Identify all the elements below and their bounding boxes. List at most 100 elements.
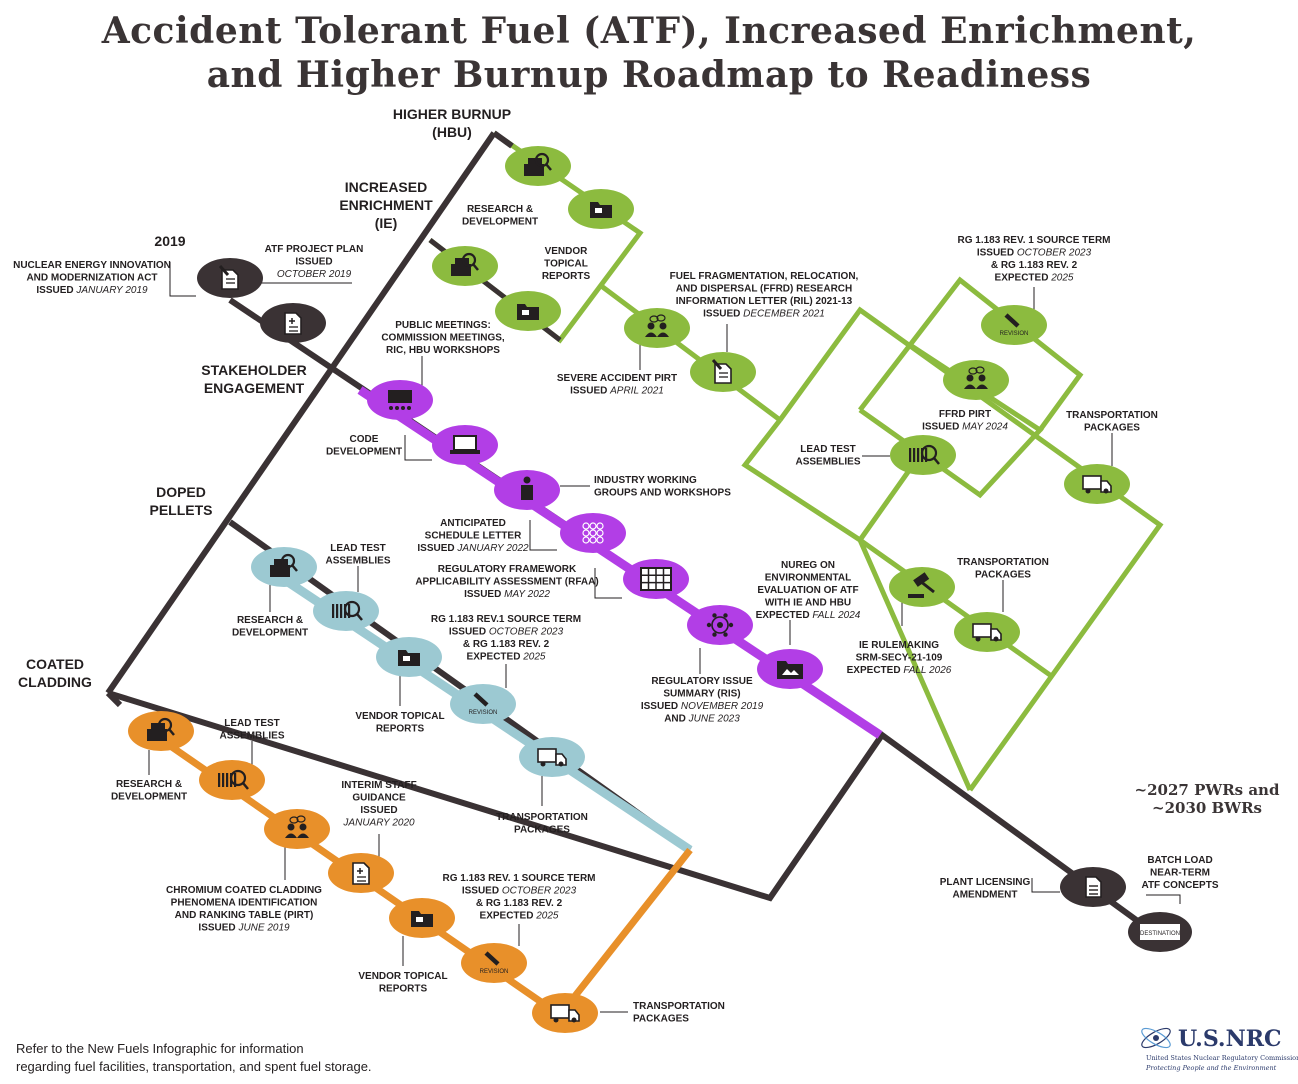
people-icon <box>645 314 669 337</box>
label-ffrd-ril: FUEL FRAGMENTATION, RELOCATION, AND DISPE… <box>670 271 859 320</box>
svg-text:REVISION: REVISION <box>480 969 509 975</box>
title-line-2: and Higher Burnup Roadmap to Readiness <box>206 54 1092 96</box>
label-dp-transport: TRANSPORTATION PACKAGES <box>496 812 588 836</box>
label-hbu-rd: RESEARCH & DEVELOPMENT <box>462 204 538 228</box>
leader-rfaa <box>594 568 622 599</box>
node-cc-vendor <box>389 898 455 938</box>
bars-magnifier-icon <box>218 769 249 790</box>
node-cc-rd <box>128 711 194 751</box>
leader-code-dev <box>404 435 432 461</box>
atom-icon <box>1141 1027 1171 1049</box>
label-green-lta: LEAD TEST ASSEMBLIES <box>795 444 860 468</box>
green-lower-left <box>741 418 973 792</box>
node-cc-isg <box>328 853 394 893</box>
label-cc-transport: TRANSPORTATION PACKAGES <box>633 1001 725 1025</box>
footnote: Refer to the New Fuels Infographic for i… <box>16 1040 372 1076</box>
nrc-logo-tagline: Protecting People and the Environment <box>1146 1064 1277 1072</box>
label-dp-rd: RESEARCH & DEVELOPMENT <box>232 615 308 639</box>
node-hbu-folder <box>568 189 634 229</box>
node-cc-transport <box>532 993 598 1033</box>
svg-text:REVISION: REVISION <box>469 710 498 716</box>
magnifier-icon <box>524 152 552 176</box>
node-nureg <box>757 649 823 689</box>
nrc-logo-subtitle: United States Nuclear Regulatory Commiss… <box>1146 1054 1298 1062</box>
label-cc-vendor: VENDOR TOPICAL REPORTS <box>358 971 447 995</box>
green-ie-line <box>598 283 782 422</box>
label-cc-rd: RESEARCH & DEVELOPMENT <box>111 779 187 803</box>
node-dp-lta <box>313 591 379 631</box>
node-green-transport-bottom <box>954 612 1020 652</box>
label-green-transport-top: TRANSPORTATION PACKAGES <box>1066 410 1158 434</box>
track-label-hbu: HIGHER BURNUP (HBU) <box>393 106 511 140</box>
node-cc-lta <box>199 760 265 800</box>
label-dp-lta: LEAD TEST ASSEMBLIES <box>325 543 390 567</box>
label-ne-act: NUCLEAR ENERGY INNOVATION AND MODERNIZATI… <box>13 260 171 296</box>
people-icon <box>964 366 988 389</box>
podium-icon <box>521 476 533 500</box>
leader-plant-licensing <box>1031 878 1060 893</box>
dark-outer-line <box>107 690 1152 933</box>
bars-magnifier-icon <box>909 444 940 465</box>
label-nureg: NUREG ON ENVIRONMENTAL EVALUATION OF ATF WI… <box>756 560 861 621</box>
folder-icon <box>398 650 420 666</box>
folder-icon <box>411 911 433 927</box>
label-plant-licensing: PLANT LICENSING AMENDMENT <box>940 877 1031 901</box>
node-ie-vendor <box>495 291 561 331</box>
destination-icon: DESTINATION <box>1140 924 1180 940</box>
truck-icon <box>1082 475 1112 494</box>
bars-magnifier-icon <box>332 600 363 621</box>
node-ie-rulemaking <box>889 567 955 607</box>
track-label-coated: COATED CLADDING <box>18 656 92 690</box>
folder-img-icon <box>777 661 803 679</box>
gavel-icon <box>908 572 935 598</box>
label-ie-rulemaking: IE RULEMAKING SRM-SECY-21-109 EXPECTED FAL… <box>847 640 952 676</box>
dark-hbu-stub <box>492 130 514 149</box>
node-public-meetings <box>367 380 433 420</box>
leader-ne-act <box>169 262 196 297</box>
track-label-goal: ~2027 PWRs and ~2030 BWRs <box>1135 781 1280 817</box>
node-industry-groups <box>494 470 560 510</box>
node-code-dev <box>432 425 498 465</box>
node-cc-pirt <box>264 809 330 849</box>
pen-revision-icon: REVISION <box>480 951 509 975</box>
label-rg-green: RG 1.183 REV. 1 SOURCE TERM ISSUED OCTOBE… <box>957 235 1110 284</box>
title-line-1: Accident Tolerant Fuel (ATF), Increased … <box>101 10 1197 52</box>
crowd-icon <box>582 522 604 544</box>
node-dp-transport <box>519 737 585 777</box>
magnifier-icon <box>147 717 175 741</box>
node-schedule-letter <box>560 513 626 553</box>
folder-icon <box>517 304 539 320</box>
presentation-icon <box>388 390 412 410</box>
node-severe-pirt <box>624 308 690 348</box>
label-severe-pirt: SEVERE ACCIDENT PIRT ISSUED APRIL 2021 <box>557 373 677 397</box>
track-label-stakeholder: STAKEHOLDER ENGAGEMENT <box>201 362 307 396</box>
node-dp-vendor <box>376 637 442 677</box>
network-icon <box>706 613 734 637</box>
dark-coated-stub <box>105 690 123 708</box>
node-cc-revision: REVISION <box>461 943 527 983</box>
node-green-lta <box>890 435 956 475</box>
node-ie-rd <box>432 246 498 286</box>
node-dp-rd <box>251 547 317 587</box>
doc-plus-icon <box>284 312 302 335</box>
label-dp-vendor: VENDOR TOPICAL REPORTS <box>355 711 444 735</box>
node-dp-revision: REVISION <box>450 684 516 724</box>
pen-revision-icon: REVISION <box>469 692 498 716</box>
truck-icon <box>550 1004 580 1023</box>
node-plant-licensing <box>1060 867 1126 907</box>
leader-schedule-letter <box>529 520 557 551</box>
label-cc-isg: INTERIM STAFF GUIDANCE ISSUED JANUARY 2020 <box>341 780 416 829</box>
folder-icon <box>590 202 612 218</box>
node-ffrd-pirt <box>943 360 1009 400</box>
label-rfaa: REGULATORY FRAMEWORK APPLICABILITY ASSESS… <box>415 564 598 600</box>
magnifier-icon <box>451 252 479 276</box>
node-atf-plan <box>260 303 326 343</box>
node-ris <box>687 605 753 645</box>
green-cross-lower <box>858 537 1052 678</box>
green-inner-top <box>858 276 1084 432</box>
pen-revision-icon: REVISION <box>1000 313 1028 337</box>
track-label-ie: INCREASED ENRICHMENT (IE) <box>339 179 433 231</box>
footnote-line-2: regarding fuel facilities, transportatio… <box>16 1059 372 1074</box>
svg-text:DESTINATION: DESTINATION <box>1140 931 1180 937</box>
